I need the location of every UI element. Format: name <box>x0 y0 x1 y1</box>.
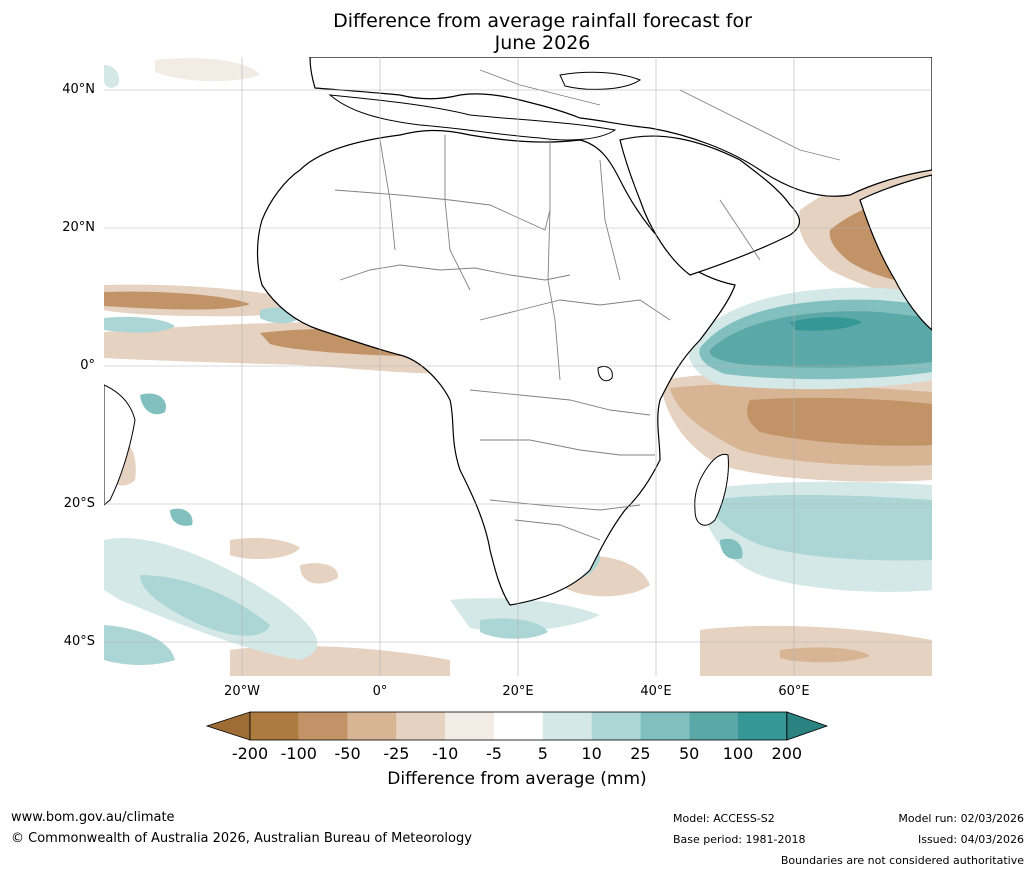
colorbar-tick: 25 <box>630 744 651 763</box>
lat-label-0: 0° <box>80 358 95 373</box>
colorbar-segment <box>347 712 397 740</box>
colorbar-segment <box>689 712 738 740</box>
lon-label-20e: 20°E <box>502 684 534 699</box>
lon-label-40e: 40°E <box>640 684 672 699</box>
lat-label-20s: 20°S <box>63 496 95 511</box>
colorbar-tick: -5 <box>486 744 502 763</box>
gridlines <box>104 57 932 676</box>
title-line-1: Difference from average rainfall forecas… <box>333 10 752 32</box>
colorbar-tick: 5 <box>537 744 548 763</box>
landmass <box>104 57 932 606</box>
colorbar-segment <box>738 712 787 740</box>
colorbar-extend-high <box>786 711 829 741</box>
colorbar-tick: -200 <box>231 744 269 763</box>
lat-label-20n: 20°N <box>62 220 95 235</box>
lon-label-0: 0° <box>372 684 388 699</box>
eurasia-landmass <box>309 57 932 197</box>
colorbar-segment <box>494 712 543 740</box>
colorbar-segment <box>298 712 348 740</box>
black-sea <box>559 71 642 90</box>
disclaimer-text: Boundaries are not considered authoritat… <box>780 854 1024 867</box>
base-period-text: Base period: 1981-2018 <box>673 833 806 846</box>
wet-indian-ocean-3 <box>709 311 932 368</box>
model-text: Model: ACCESS-S2 <box>673 812 775 825</box>
colorbar-tick: -10 <box>432 744 459 763</box>
dry-far-south-core <box>780 647 870 663</box>
chart-title: Difference from average rainfall forecas… <box>0 10 1035 54</box>
colorbar-segment <box>445 712 494 740</box>
dry-south-indian-ocean-core <box>747 397 932 446</box>
lon-label-60e: 60°E <box>778 684 810 699</box>
madagascar-landmass <box>694 453 729 526</box>
lon-label-20w: 20°W <box>224 684 260 699</box>
south-america-coast <box>104 384 136 506</box>
wet-southwest-patch <box>104 625 175 665</box>
title-line-2: June 2026 <box>494 32 591 54</box>
colorbar-tick: -50 <box>334 744 361 763</box>
copyright-text: © Commonwealth of Australia 2026, Austra… <box>11 831 472 846</box>
colorbar-border <box>249 711 788 741</box>
colorbar-tick: 50 <box>679 744 700 763</box>
colorbar-segment <box>250 712 299 740</box>
wet-south-indian-ocean-core <box>710 495 932 561</box>
model-run-text: Model run: 02/03/2026 <box>898 812 1024 825</box>
lat-label-40s: 40°S <box>63 634 95 649</box>
africa-landmass <box>256 129 736 606</box>
wet-far-south-core <box>480 618 548 639</box>
dry-band-west-atlantic-core <box>104 291 250 310</box>
issued-text: Issued: 04/03/2026 <box>917 833 1024 846</box>
colorbar-tick: 100 <box>722 744 754 763</box>
colorbar <box>205 711 829 741</box>
colorbar-tick: 200 <box>771 744 803 763</box>
colorbar-segment <box>591 712 641 740</box>
lake-victoria <box>597 365 613 382</box>
colorbar-tick: 10 <box>581 744 602 763</box>
india-landmass <box>859 174 932 331</box>
colorbar-extend-low <box>205 711 251 741</box>
wet-south-atlantic-core <box>140 575 270 636</box>
rainfall-anomaly-field <box>104 57 932 676</box>
colorbar-segments <box>205 711 829 741</box>
colorbar-label: Difference from average (mm) <box>387 769 647 789</box>
colorbar-segment <box>542 712 592 740</box>
colorbar-segment <box>640 712 690 740</box>
lat-label-40n: 40°N <box>62 82 95 97</box>
colorbar-segment <box>396 712 446 740</box>
mediterranean-sea <box>328 94 617 141</box>
wet-indian-ocean-core <box>790 317 862 331</box>
website-text: www.bom.gov.au/climate <box>11 810 175 825</box>
wet-west-edge <box>104 65 120 88</box>
wet-gulf-guinea-patches <box>104 307 300 333</box>
dry-far-south <box>230 625 932 676</box>
colorbar-tick: -100 <box>280 744 317 763</box>
colorbar-tick: -25 <box>383 744 410 763</box>
arabia-landmass <box>619 135 800 276</box>
